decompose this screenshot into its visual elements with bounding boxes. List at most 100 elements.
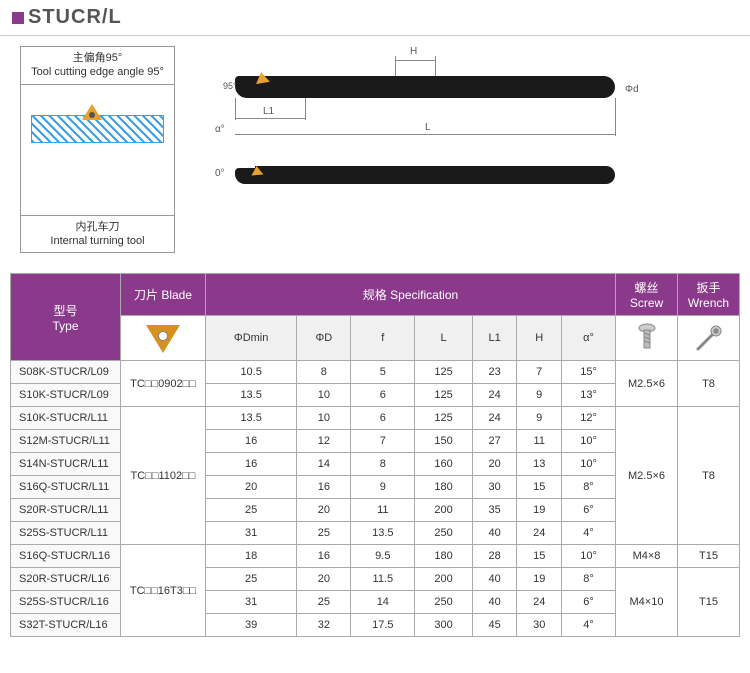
bar-drawing: H 95° α° Φd L1 L 0° bbox=[215, 46, 730, 206]
diag-head-cn: 主偏角95° bbox=[73, 52, 123, 64]
data-cell: 13° bbox=[562, 384, 616, 407]
spec-table: 型号 Type 刀片 Blade 规格 Specification 螺丝 Scr… bbox=[10, 273, 740, 637]
data-cell: 300 bbox=[415, 614, 472, 637]
col-l1: L1 bbox=[472, 316, 517, 361]
data-cell: 7 bbox=[351, 430, 415, 453]
data-cell: 10° bbox=[562, 430, 616, 453]
merged-cell: TC□□1102□□ bbox=[121, 407, 206, 545]
data-cell: 200 bbox=[415, 499, 472, 522]
merged-cell: M4×8 bbox=[616, 545, 678, 568]
type-cell: S20R-STUCR/L16 bbox=[11, 568, 121, 591]
type-cell: S08K-STUCR/L09 bbox=[11, 361, 121, 384]
data-cell: 24 bbox=[472, 407, 517, 430]
data-cell: 25 bbox=[206, 568, 297, 591]
data-cell: 15 bbox=[517, 476, 562, 499]
data-cell: 39 bbox=[206, 614, 297, 637]
dim-95: 95° bbox=[223, 81, 237, 91]
type-cell: S12M-STUCR/L11 bbox=[11, 430, 121, 453]
data-cell: 250 bbox=[415, 522, 472, 545]
data-cell: 19 bbox=[517, 499, 562, 522]
data-cell: 4° bbox=[562, 614, 616, 637]
data-cell: 11 bbox=[351, 499, 415, 522]
data-cell: 6° bbox=[562, 499, 616, 522]
data-cell: 6 bbox=[351, 384, 415, 407]
data-cell: 19 bbox=[517, 568, 562, 591]
type-cell: S16Q-STUCR/L16 bbox=[11, 545, 121, 568]
diagram-body bbox=[21, 85, 174, 215]
col-d: ΦD bbox=[297, 316, 351, 361]
data-cell: 25 bbox=[297, 591, 351, 614]
data-cell: 12° bbox=[562, 407, 616, 430]
data-cell: 30 bbox=[517, 614, 562, 637]
data-cell: 20 bbox=[297, 568, 351, 591]
data-cell: 8 bbox=[297, 361, 351, 384]
col-h: H bbox=[517, 316, 562, 361]
diag-foot-en: Internal turning tool bbox=[50, 235, 144, 247]
data-cell: 10 bbox=[297, 407, 351, 430]
data-cell: 8° bbox=[562, 476, 616, 499]
type-cell: S16Q-STUCR/L11 bbox=[11, 476, 121, 499]
data-cell: 10° bbox=[562, 453, 616, 476]
th-screw: 螺丝 Screw bbox=[616, 274, 678, 316]
dim-zero: 0° bbox=[215, 168, 225, 179]
top-diagram-area: 主偏角95° Tool cutting edge angle 95° 内孔车刀 … bbox=[0, 36, 750, 273]
data-cell: 10° bbox=[562, 545, 616, 568]
data-cell: 25 bbox=[206, 499, 297, 522]
type-cell: S20R-STUCR/L11 bbox=[11, 499, 121, 522]
data-cell: 18 bbox=[206, 545, 297, 568]
data-cell: 6° bbox=[562, 591, 616, 614]
screw-img-cell bbox=[616, 316, 678, 361]
data-cell: 9.5 bbox=[351, 545, 415, 568]
data-cell: 15 bbox=[517, 545, 562, 568]
data-cell: 5 bbox=[351, 361, 415, 384]
data-cell: 150 bbox=[415, 430, 472, 453]
data-cell: 15° bbox=[562, 361, 616, 384]
data-cell: 23 bbox=[472, 361, 517, 384]
data-cell: 125 bbox=[415, 407, 472, 430]
merged-cell: M2.5×6 bbox=[616, 361, 678, 407]
data-cell: 27 bbox=[472, 430, 517, 453]
data-cell: 28 bbox=[472, 545, 517, 568]
th-type: 型号 Type bbox=[11, 274, 121, 361]
data-cell: 40 bbox=[472, 568, 517, 591]
col-l: L bbox=[415, 316, 472, 361]
insert-hole-icon bbox=[89, 112, 95, 118]
col-alpha: α° bbox=[562, 316, 616, 361]
data-cell: 8° bbox=[562, 568, 616, 591]
dim-phid: Φd bbox=[625, 84, 639, 95]
data-cell: 200 bbox=[415, 568, 472, 591]
data-cell: 24 bbox=[517, 522, 562, 545]
data-cell: 9 bbox=[517, 407, 562, 430]
data-cell: 30 bbox=[472, 476, 517, 499]
data-cell: 16 bbox=[206, 430, 297, 453]
product-title: STUCR/L bbox=[28, 6, 122, 29]
data-cell: 160 bbox=[415, 453, 472, 476]
data-cell: 13.5 bbox=[206, 384, 297, 407]
data-cell: 16 bbox=[297, 545, 351, 568]
data-cell: 17.5 bbox=[351, 614, 415, 637]
blade-img-cell bbox=[121, 316, 206, 361]
angle-diagram-box: 主偏角95° Tool cutting edge angle 95° 内孔车刀 … bbox=[20, 46, 175, 253]
data-cell: 16 bbox=[297, 476, 351, 499]
dim-alpha: α° bbox=[215, 124, 225, 135]
data-cell: 4° bbox=[562, 522, 616, 545]
th-spec: 规格 Specification bbox=[206, 274, 616, 316]
type-cell: S14N-STUCR/L11 bbox=[11, 453, 121, 476]
data-cell: 9 bbox=[517, 384, 562, 407]
data-cell: 250 bbox=[415, 591, 472, 614]
data-cell: 24 bbox=[472, 384, 517, 407]
data-cell: 45 bbox=[472, 614, 517, 637]
insert-icon-2 bbox=[251, 165, 264, 175]
boring-bar-2 bbox=[255, 166, 615, 184]
data-cell: 13 bbox=[517, 453, 562, 476]
data-cell: 16 bbox=[206, 453, 297, 476]
data-cell: 24 bbox=[517, 591, 562, 614]
col-f: f bbox=[351, 316, 415, 361]
data-cell: 7 bbox=[517, 361, 562, 384]
data-cell: 31 bbox=[206, 591, 297, 614]
diagram-footer: 内孔车刀 Internal turning tool bbox=[21, 215, 174, 253]
title-square bbox=[12, 12, 24, 24]
boring-bar-1 bbox=[255, 76, 615, 98]
data-cell: 40 bbox=[472, 591, 517, 614]
data-cell: 25 bbox=[297, 522, 351, 545]
